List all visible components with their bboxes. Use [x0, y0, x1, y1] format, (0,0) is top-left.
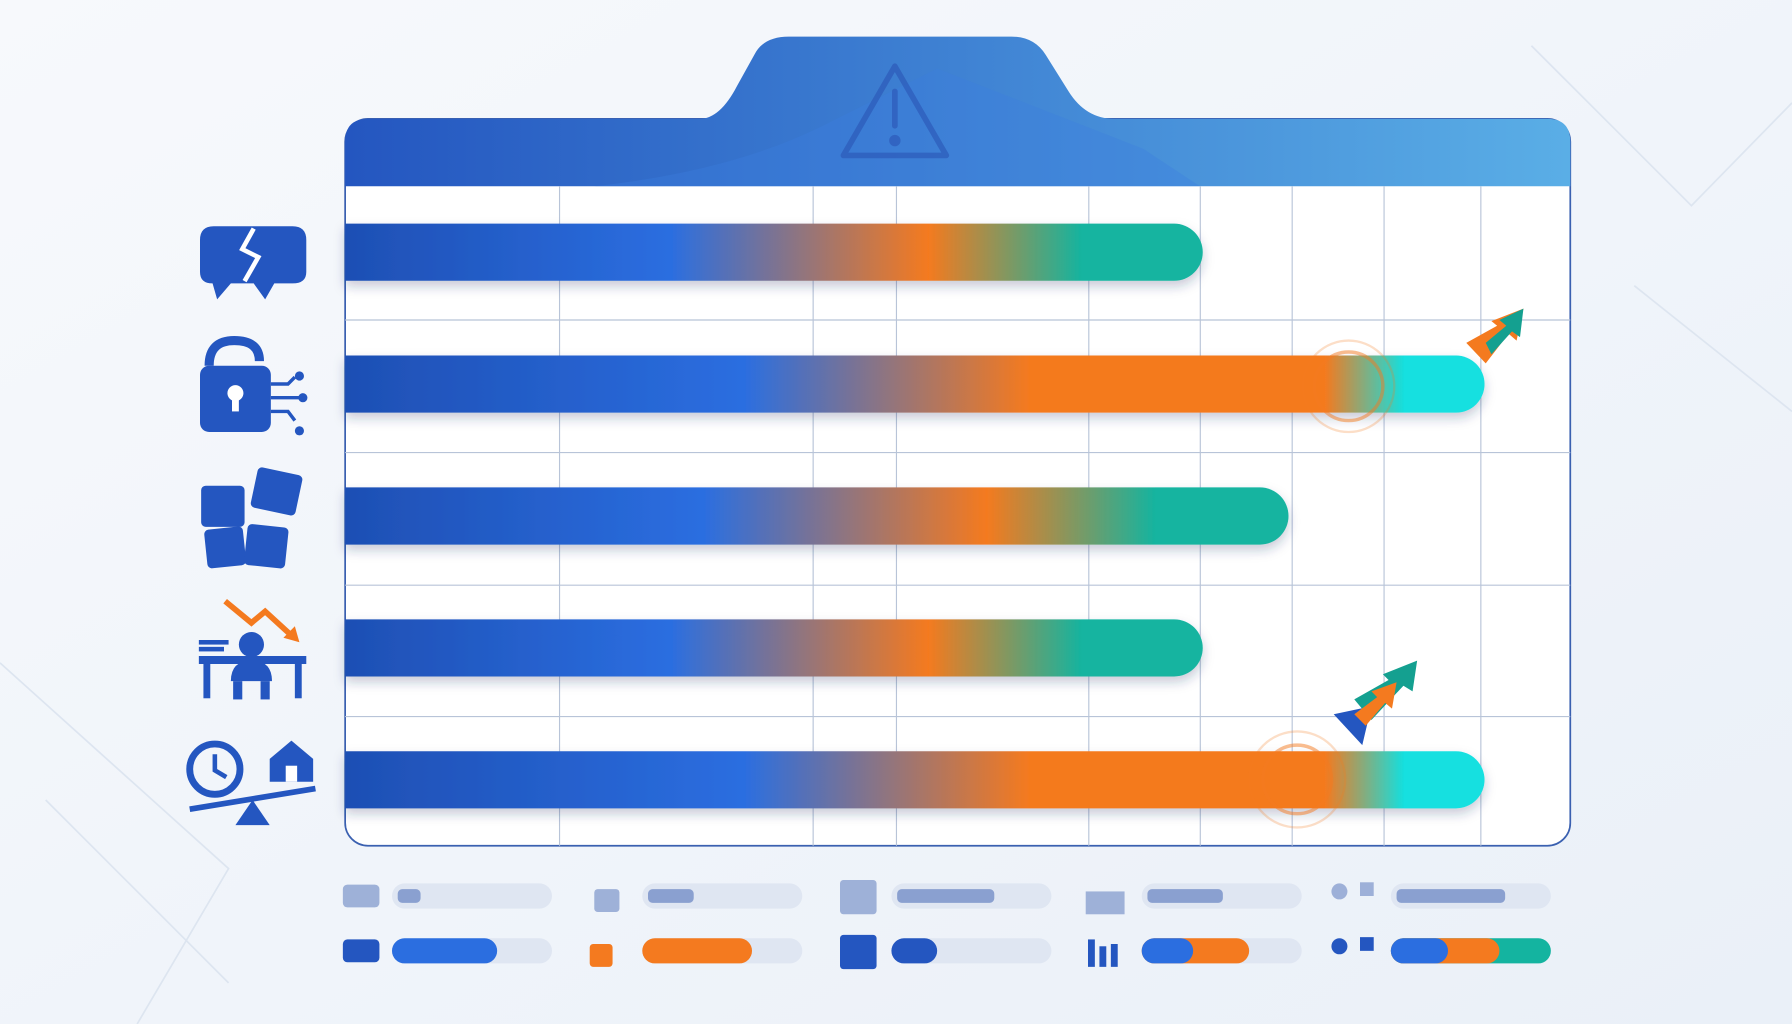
decor — [891, 938, 938, 964]
decor — [840, 880, 877, 915]
decor — [1396, 889, 1506, 903]
bar — [345, 355, 1485, 413]
warning-icon — [840, 63, 950, 159]
decor — [589, 944, 613, 967]
decor — [230, 660, 272, 682]
decor — [283, 626, 300, 643]
decor — [1261, 743, 1334, 816]
decor — [642, 938, 752, 964]
decor — [198, 640, 229, 645]
decor — [189, 785, 316, 812]
decor — [270, 409, 297, 422]
decor — [1360, 937, 1374, 951]
decor — [1530, 45, 1792, 207]
decor — [203, 664, 211, 699]
decor-lines — [0, 45, 1792, 1024]
bar — [345, 223, 1203, 281]
decor — [1312, 350, 1385, 423]
decor — [1485, 308, 1524, 355]
pulse-rings — [1248, 339, 1396, 829]
decor — [392, 938, 498, 964]
decor — [648, 889, 694, 903]
decor — [186, 740, 244, 798]
decor — [1301, 339, 1396, 434]
decor — [232, 395, 239, 412]
decor — [233, 681, 243, 700]
decor — [594, 889, 620, 912]
decor — [204, 526, 247, 569]
decor — [342, 880, 1374, 915]
decor — [1141, 938, 1194, 964]
bars — [345, 223, 1485, 809]
decor — [238, 632, 264, 658]
decor — [294, 371, 304, 381]
decor — [270, 375, 300, 422]
decor — [1248, 730, 1347, 829]
decor — [285, 765, 298, 782]
decor — [1099, 946, 1107, 967]
decor — [397, 889, 1506, 903]
decor — [342, 934, 1374, 970]
bar — [345, 619, 1203, 677]
decor — [204, 335, 264, 366]
decor — [1331, 883, 1348, 900]
decor — [1110, 944, 1118, 967]
decor — [198, 646, 224, 652]
mini-summary — [342, 880, 1551, 970]
decor — [239, 227, 262, 283]
decor — [1331, 938, 1348, 955]
decor — [1147, 889, 1223, 903]
decor — [227, 385, 244, 402]
decor — [212, 754, 228, 780]
decor — [250, 467, 303, 516]
trend-arrows — [1333, 308, 1524, 746]
decor — [1360, 882, 1374, 896]
decor — [198, 656, 307, 664]
decor — [260, 681, 270, 700]
decor — [1085, 891, 1125, 915]
decor — [1354, 682, 1397, 726]
row-icons — [186, 226, 316, 826]
decor — [392, 883, 552, 909]
decor — [0, 662, 230, 1024]
decor — [397, 889, 421, 903]
bar — [345, 751, 1485, 809]
decor — [223, 598, 294, 638]
decor — [269, 740, 314, 782]
decor — [342, 939, 380, 963]
decor — [235, 800, 270, 826]
decor — [840, 934, 877, 970]
chart-header — [345, 36, 1571, 187]
decor — [298, 393, 308, 403]
decor — [1088, 939, 1095, 967]
decor — [889, 134, 901, 147]
decor — [840, 63, 950, 159]
decor — [45, 799, 230, 984]
decor — [244, 524, 289, 569]
decor — [294, 426, 304, 436]
decor — [1390, 938, 1448, 964]
decor — [1633, 285, 1792, 413]
decor — [294, 664, 302, 699]
bar — [345, 487, 1289, 545]
decor — [342, 884, 380, 908]
decor — [201, 485, 245, 527]
decor — [270, 375, 297, 386]
decor — [897, 889, 995, 903]
